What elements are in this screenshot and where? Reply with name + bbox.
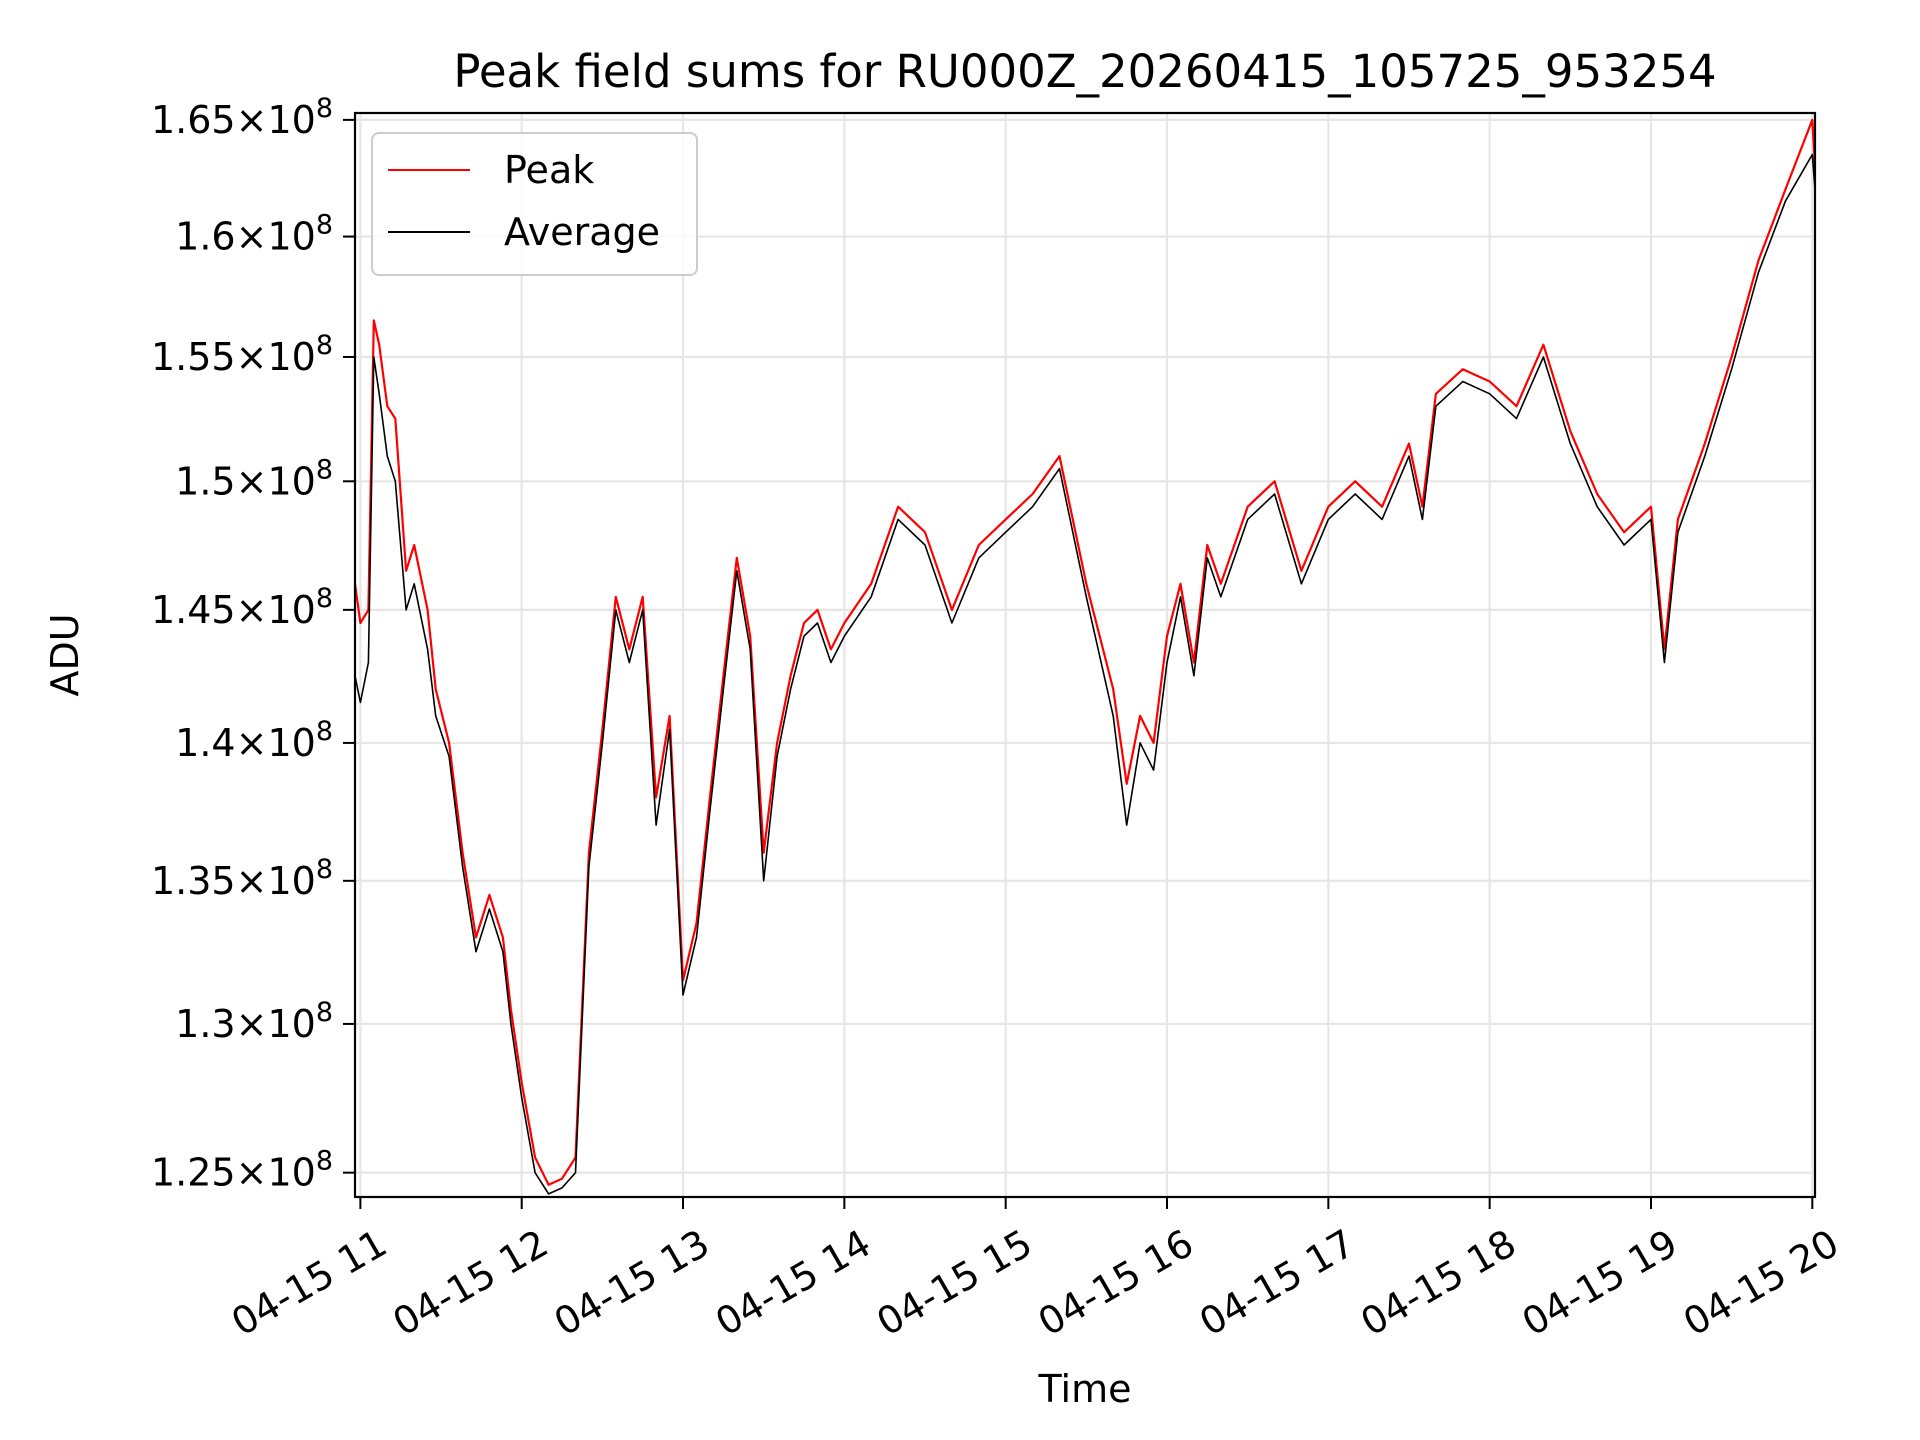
- series-lines: [355, 118, 1815, 1195]
- y-tick-mantissa: 1.65: [151, 98, 236, 142]
- y-tick-mantissa: 1.45: [151, 588, 236, 632]
- legend-label-average: Average: [504, 210, 660, 254]
- legend-label-peak: Peak: [504, 148, 594, 192]
- y-tick-exponent: 8: [316, 454, 333, 485]
- y-tick-exponent: 8: [316, 93, 333, 124]
- y-tick-mantissa: 1.35: [151, 859, 236, 903]
- y-tick-times: ×10: [236, 721, 316, 765]
- y-tick-label: 1.3×108: [175, 997, 333, 1046]
- y-tick-mantissa: 1.55: [151, 335, 236, 379]
- y-tick-exponent: 8: [316, 854, 333, 885]
- y-tick-times: ×10: [236, 1002, 316, 1046]
- y-tick-exponent: 8: [316, 583, 333, 614]
- y-tick-exponent: 8: [316, 210, 333, 241]
- y-tick-label: 1.65×108: [151, 93, 333, 142]
- chart-title: Peak field sums for RU000Z_20260415_1057…: [453, 45, 1716, 98]
- legend-box: [371, 132, 698, 276]
- legend: Peak Average: [371, 132, 698, 276]
- y-tick-times: ×10: [236, 215, 316, 259]
- y-tick-label: 1.6×108: [175, 210, 333, 259]
- y-tick-mantissa: 1.4: [175, 721, 235, 765]
- y-tick-mantissa: 1.3: [175, 1002, 235, 1046]
- y-axis-label: ADU: [43, 613, 87, 696]
- y-tick-times: ×10: [236, 1151, 316, 1195]
- y-tick-exponent: 8: [316, 1146, 333, 1177]
- y-tick-label: 1.5×108: [175, 454, 333, 503]
- y-tick-label: 1.4×108: [175, 716, 333, 765]
- gridlines: [355, 113, 1815, 1197]
- y-tick-label: 1.25×108: [151, 1146, 333, 1195]
- y-tick-times: ×10: [236, 98, 316, 142]
- y-tick-label: 1.35×108: [151, 854, 333, 903]
- y-tick-label: 1.55×108: [151, 330, 333, 379]
- y-tick-times: ×10: [236, 335, 316, 379]
- y-tick-times: ×10: [236, 459, 316, 503]
- x-axis-label: Time: [1038, 1367, 1132, 1411]
- y-tick-mantissa: 1.25: [151, 1151, 236, 1195]
- y-tick-exponent: 8: [316, 997, 333, 1028]
- y-tick-times: ×10: [236, 859, 316, 903]
- y-tick-mantissa: 1.5: [175, 459, 235, 503]
- y-tick-exponent: 8: [316, 716, 333, 747]
- y-tick-times: ×10: [236, 588, 316, 632]
- series-line-peak: [355, 118, 1815, 1186]
- y-tick-mantissa: 1.6: [175, 215, 235, 259]
- plot-area: [353, 111, 1817, 1199]
- series-line-average: [355, 153, 1815, 1195]
- y-tick-label: 1.45×108: [151, 583, 333, 632]
- y-tick-exponent: 8: [316, 330, 333, 361]
